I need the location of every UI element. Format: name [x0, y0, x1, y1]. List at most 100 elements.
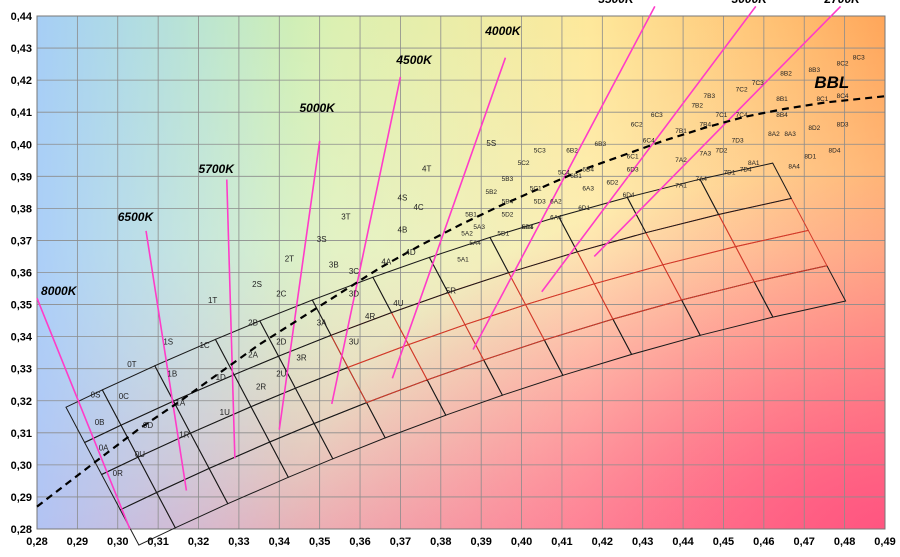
x-tick-label: 0,39: [470, 536, 491, 548]
isotherm-line: [225, 179, 236, 459]
bin-label: 3D: [349, 290, 359, 299]
bin-label: 8B4: [776, 112, 788, 119]
bin-label: 6C3: [651, 112, 663, 119]
x-tick-label: 0,46: [753, 536, 774, 548]
bin-label: 5A4: [469, 240, 481, 247]
bin-label: 5C2: [518, 160, 530, 167]
bin-label: 7B3: [704, 93, 716, 100]
y-tick-label: 0,37: [11, 235, 32, 247]
bin-label: 6C2: [631, 122, 643, 129]
x-tick-label: 0,42: [592, 536, 613, 548]
bin-label: 7D2: [715, 147, 727, 154]
bin-label: 8D1: [804, 154, 816, 161]
bin-label: 6C1: [627, 154, 639, 161]
bin-label: 0U: [135, 450, 145, 459]
bbl-label: BBL: [814, 73, 849, 92]
bin-label: 2B: [248, 318, 258, 327]
axis-ticks: 0,28 0,29 0,30 0,31 0,32 0,33 0,34 0,35 0,36 0,37…: [11, 11, 896, 548]
bin-label: 2A: [248, 350, 258, 359]
bin-label: 8D4: [829, 147, 841, 154]
bin-label: 6D2: [606, 179, 618, 186]
bin-label: 5C3: [534, 147, 546, 154]
y-tick-label: 0,41: [11, 107, 32, 119]
bin-label: 6D4: [623, 192, 635, 199]
bin-label: 6C4: [643, 138, 655, 145]
bin-label: 6A4: [550, 215, 562, 222]
y-tick-label: 0,43: [11, 43, 32, 55]
bin-label: 2C: [276, 290, 286, 299]
bin-label: 5R: [446, 286, 456, 295]
bin-label: 2D: [276, 338, 286, 347]
y-tick-label: 0,40: [11, 139, 32, 151]
bin-label: 1D: [216, 373, 226, 382]
bin-label: 6A1: [522, 224, 534, 231]
bin-label: 8B3: [809, 67, 821, 74]
bin-label: 4B: [398, 225, 408, 234]
bin-label: 1C: [199, 341, 209, 350]
y-tick-label: 0,35: [11, 300, 32, 312]
bin-label: 7A1: [675, 183, 687, 190]
isotherms: 8000K 6500K 5700K 5000K 4500K 4000K 3500K 3000K…: [36, 0, 861, 530]
bin-label: 7B1: [675, 128, 687, 135]
x-tick-label: 0,33: [228, 536, 249, 548]
bin-label: 5C1: [530, 186, 542, 193]
isotherm-line: [472, 6, 656, 350]
bin-label: 0C: [119, 392, 129, 401]
bin-label: 1B: [167, 370, 177, 379]
x-tick-label: 0,30: [107, 536, 128, 548]
bin-label: 5A1: [457, 256, 469, 263]
bin-label: 7C1: [715, 112, 727, 119]
bin-label: 8B2: [780, 70, 792, 77]
bin-cell: [699, 162, 793, 216]
bin-label: 8D2: [808, 125, 820, 132]
bin-grid: [65, 162, 847, 546]
y-tick-label: 0,30: [11, 460, 32, 472]
bin-label: 4R: [365, 312, 375, 321]
bin-label: 8C1: [816, 96, 828, 103]
bin-label: 7D3: [732, 138, 744, 145]
bin-label: 1T: [208, 296, 217, 305]
isotherm-line: [593, 5, 842, 258]
x-tick-label: 0,38: [430, 536, 451, 548]
x-tick-label: 0,45: [713, 536, 734, 548]
isotherm-label: 3000K: [732, 0, 769, 6]
isotherm-line: [330, 76, 402, 405]
bin-label: 5S: [486, 139, 496, 148]
y-tick-label: 0,44: [11, 11, 33, 23]
bin-label: 8C2: [837, 61, 849, 68]
isotherm-line: [541, 5, 757, 293]
bin-label: 3U: [349, 338, 359, 347]
bin-label: 3C: [349, 267, 359, 276]
bin-label: 5D2: [501, 211, 513, 218]
x-tick-label: 0,36: [349, 536, 370, 548]
y-tick-label: 0,39: [11, 171, 32, 183]
bin-label: 6A3: [582, 186, 594, 193]
bin-label: 4D: [405, 248, 415, 257]
x-tick-label: 0,29: [67, 536, 88, 548]
bin-label: 7D1: [724, 170, 736, 177]
x-tick-label: 0,43: [632, 536, 653, 548]
bin-label: 7C3: [752, 80, 764, 87]
bin-label: 0R: [113, 469, 123, 478]
isotherm-label: 4500K: [395, 53, 433, 67]
bin-label: 7C4: [736, 112, 748, 119]
bin-label: 6D3: [627, 167, 639, 174]
bin-label: 7B4: [700, 122, 712, 129]
bin-label: 6B3: [595, 141, 607, 148]
x-tick-label: 0,35: [309, 536, 330, 548]
x-tick-label: 0,44: [672, 536, 694, 548]
bin-label: 4C: [413, 203, 423, 212]
x-tick-label: 0,31: [147, 536, 168, 548]
bin-label: 1R: [179, 431, 189, 440]
bin-label: 6B2: [566, 147, 578, 154]
x-tick-label: 0,41: [551, 536, 572, 548]
bin-label: 1S: [163, 338, 173, 347]
bin-label: 3S: [317, 235, 327, 244]
isotherm-line: [391, 57, 507, 379]
grid: [36, 15, 886, 530]
bin-label: 5A3: [473, 224, 485, 231]
x-tick-label: 0,37: [390, 536, 411, 548]
bin-label: 3T: [341, 213, 350, 222]
plot-frame: [36, 15, 886, 530]
